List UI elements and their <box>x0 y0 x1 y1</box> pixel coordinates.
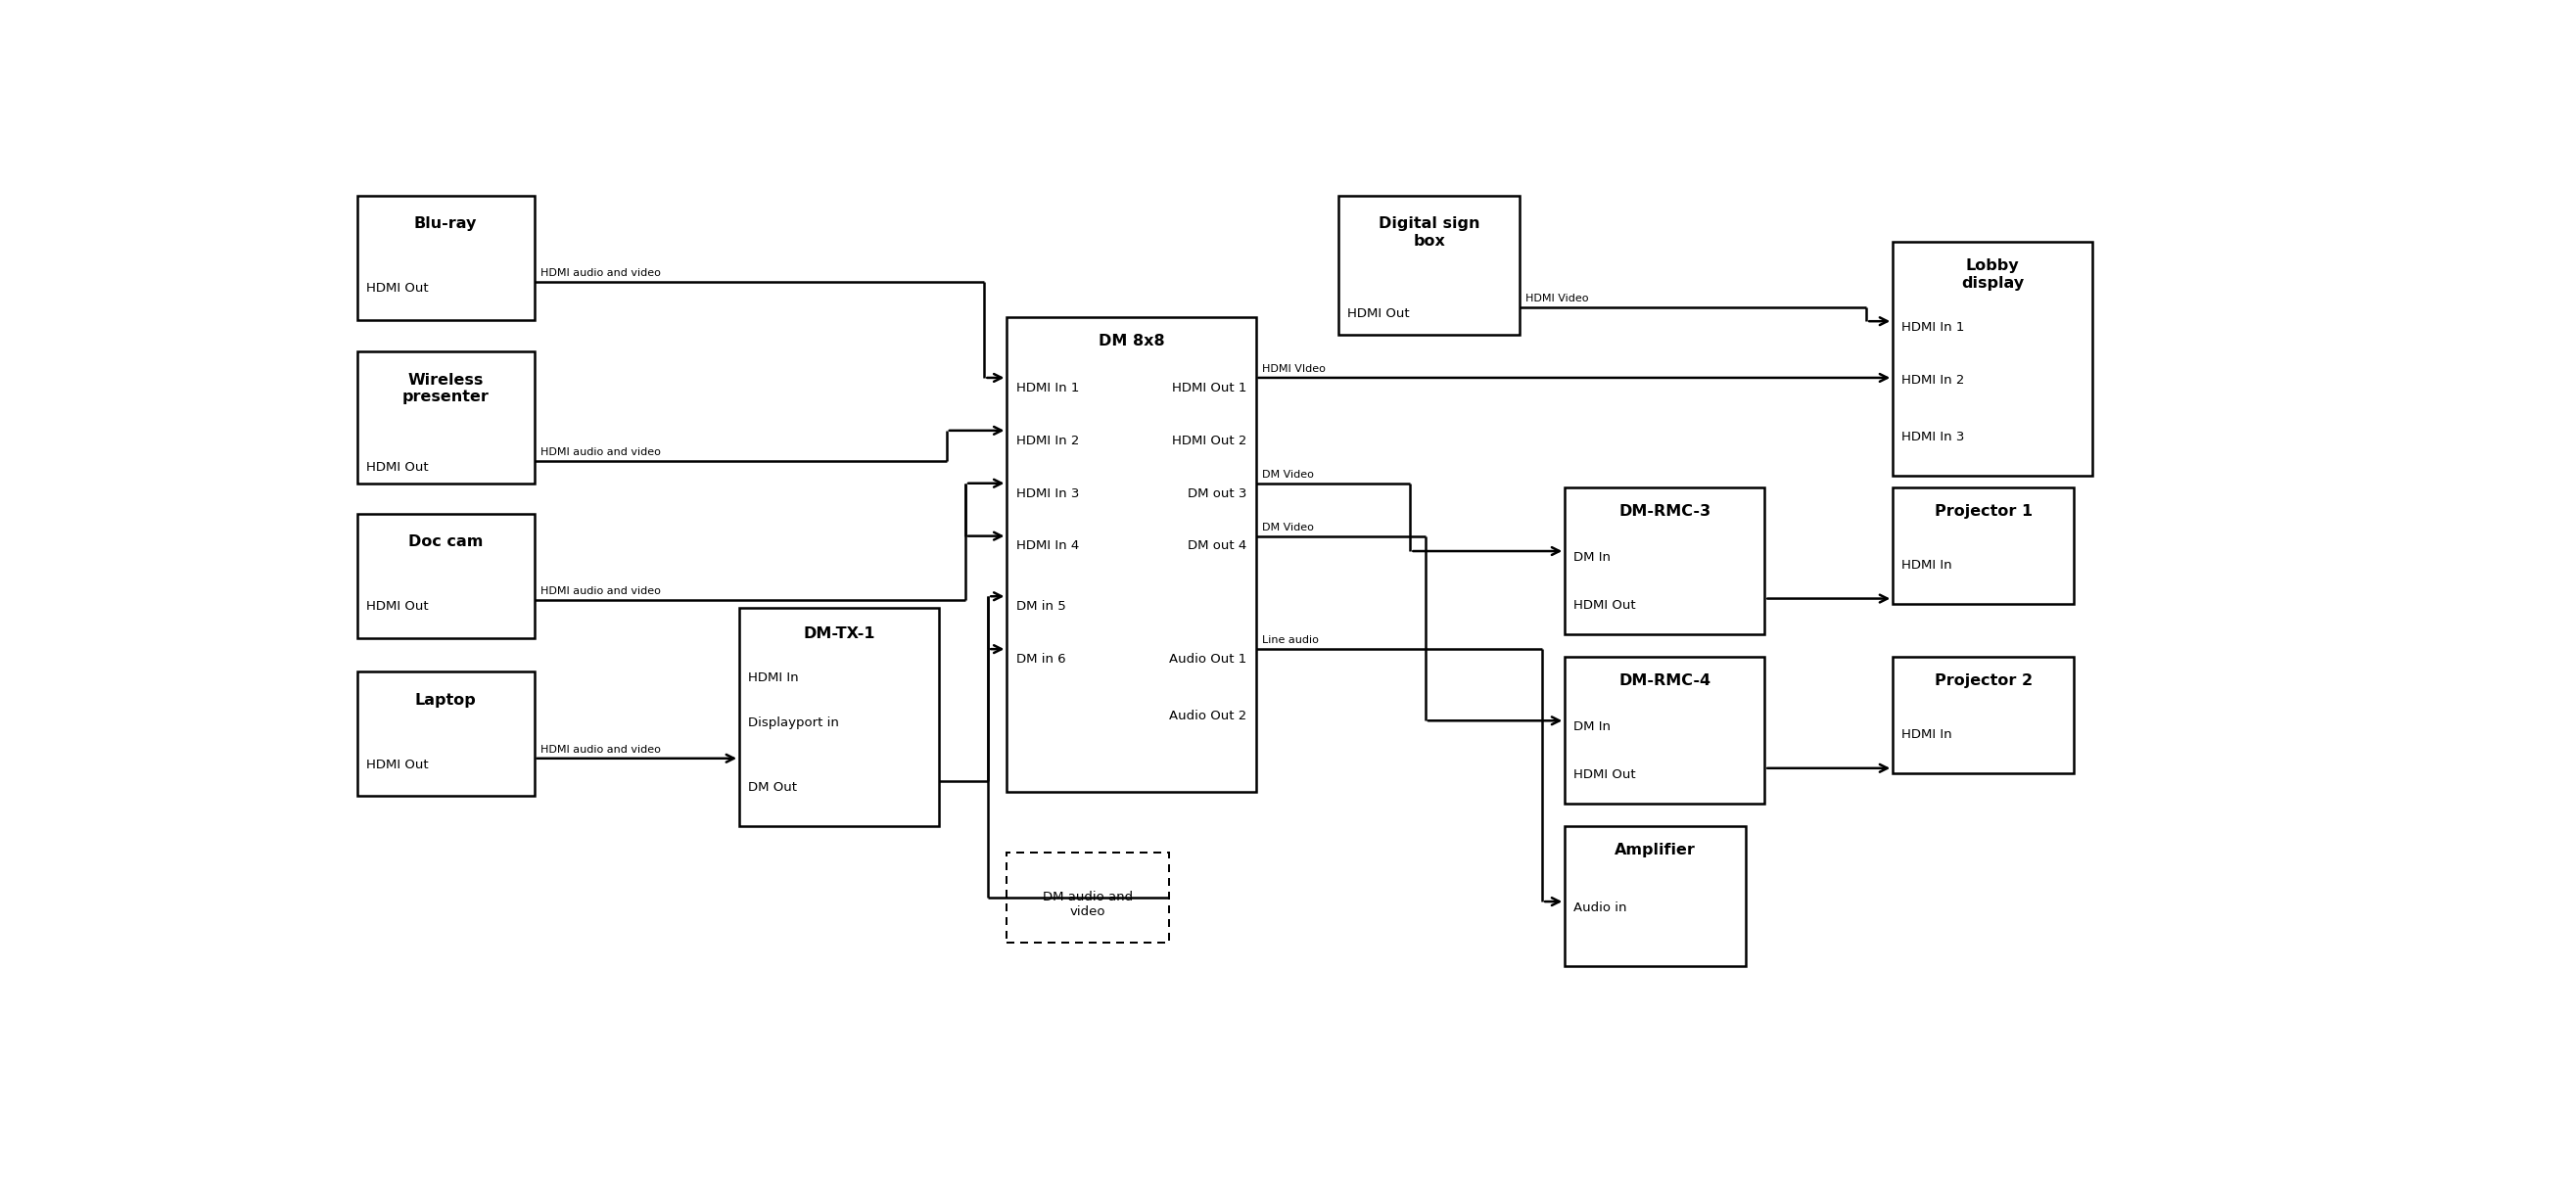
Bar <box>1564 826 1747 966</box>
Bar <box>1893 657 2074 773</box>
Text: Doc cam: Doc cam <box>407 534 484 549</box>
Text: HDMI audio and video: HDMI audio and video <box>541 269 659 279</box>
Text: HDMI Out 2: HDMI Out 2 <box>1172 435 1247 447</box>
Text: DM in 5: DM in 5 <box>1015 600 1066 613</box>
Text: Digital sign
box: Digital sign box <box>1378 216 1479 249</box>
Text: HDMI In 1: HDMI In 1 <box>1015 382 1079 394</box>
Text: Audio Out 1: Audio Out 1 <box>1170 653 1247 665</box>
Text: HDMI In: HDMI In <box>750 671 799 685</box>
Text: HDMI Out 1: HDMI Out 1 <box>1172 382 1247 394</box>
Text: DM out 3: DM out 3 <box>1188 488 1247 500</box>
Text: HDMI In 2: HDMI In 2 <box>1015 435 1079 447</box>
Text: DM-RMC-3: DM-RMC-3 <box>1618 503 1710 519</box>
Text: Displayport in: Displayport in <box>750 717 840 730</box>
Text: HDMI Out: HDMI Out <box>1574 598 1636 611</box>
Text: HDMI In 3: HDMI In 3 <box>1901 430 1965 443</box>
Text: HDMI Out: HDMI Out <box>366 758 428 771</box>
Text: DM In: DM In <box>1574 551 1610 563</box>
Text: Laptop: Laptop <box>415 693 477 707</box>
Text: HDMI audio and video: HDMI audio and video <box>541 447 659 456</box>
Bar <box>1007 853 1170 943</box>
Text: HDMI In 1: HDMI In 1 <box>1901 321 1965 334</box>
Text: DM Video: DM Video <box>1262 470 1314 479</box>
Bar <box>739 608 940 826</box>
Text: HDMI In 3: HDMI In 3 <box>1015 488 1079 500</box>
Bar <box>1893 488 2074 604</box>
Text: HDMI In 2: HDMI In 2 <box>1901 374 1965 387</box>
Bar <box>358 513 533 638</box>
Text: HDMI In: HDMI In <box>1901 728 1953 741</box>
Text: DM 8x8: DM 8x8 <box>1097 334 1164 348</box>
Text: Amplifier: Amplifier <box>1615 843 1695 858</box>
Text: Lobby
display: Lobby display <box>1960 258 2025 291</box>
Bar <box>358 671 533 796</box>
Text: DM In: DM In <box>1574 721 1610 734</box>
Text: DM Out: DM Out <box>750 781 799 794</box>
Text: HDMI Out: HDMI Out <box>366 461 428 473</box>
Text: DM in 6: DM in 6 <box>1015 653 1066 665</box>
Text: Projector 2: Projector 2 <box>1935 674 2032 688</box>
Text: HDMI Video: HDMI Video <box>1525 293 1589 303</box>
Bar <box>1007 317 1255 793</box>
Bar <box>358 196 533 319</box>
Text: HDMI Out: HDMI Out <box>366 600 428 613</box>
Text: DM out 4: DM out 4 <box>1188 539 1247 552</box>
Text: HDMI In 4: HDMI In 4 <box>1015 539 1079 552</box>
Text: DM-TX-1: DM-TX-1 <box>804 627 876 641</box>
Text: Projector 1: Projector 1 <box>1935 503 2032 519</box>
Text: HDMI Out: HDMI Out <box>366 282 428 294</box>
Bar <box>1564 488 1765 634</box>
Bar <box>358 352 533 483</box>
Text: DM-RMC-4: DM-RMC-4 <box>1618 674 1710 688</box>
Bar <box>1564 657 1765 803</box>
Text: HDMI Out: HDMI Out <box>1347 307 1409 319</box>
Text: DM Video: DM Video <box>1262 522 1314 532</box>
Text: HDMI In: HDMI In <box>1901 558 1953 572</box>
Text: HDMI audio and video: HDMI audio and video <box>541 586 659 597</box>
Text: Wireless
presenter: Wireless presenter <box>402 372 489 405</box>
Text: Blu-ray: Blu-ray <box>415 216 477 231</box>
Text: HDMI VIdeo: HDMI VIdeo <box>1262 364 1324 374</box>
Bar <box>1893 243 2092 476</box>
Bar <box>1340 196 1520 335</box>
Text: DM audio and
video: DM audio and video <box>1043 890 1133 918</box>
Text: Audio in: Audio in <box>1574 902 1628 914</box>
Text: HDMI Out: HDMI Out <box>1574 769 1636 781</box>
Text: Line audio: Line audio <box>1262 635 1319 645</box>
Text: HDMI audio and video: HDMI audio and video <box>541 745 659 754</box>
Text: Audio Out 2: Audio Out 2 <box>1170 710 1247 722</box>
